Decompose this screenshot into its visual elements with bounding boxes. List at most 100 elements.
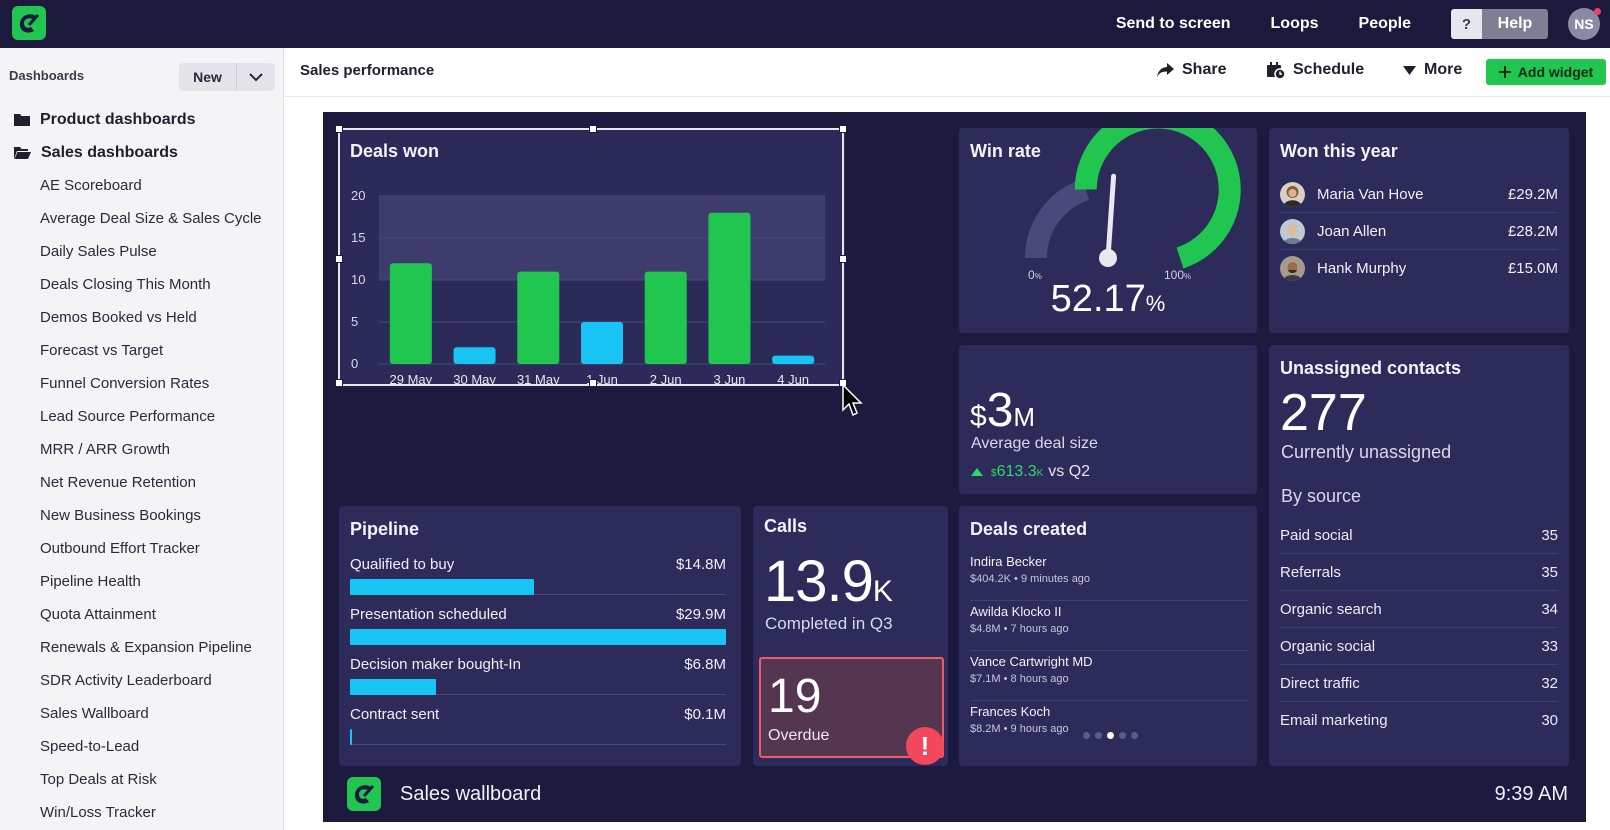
sidebar-item[interactable]: Net Revenue Retention (40, 474, 196, 491)
sidebar-item[interactable]: New Business Bookings (40, 507, 201, 524)
unassigned-contacts-widget[interactable]: Unassigned contacts 277 Currently unassi… (1269, 345, 1569, 766)
share-button[interactable]: Share (1157, 61, 1226, 79)
loops-link[interactable]: Loops (1270, 15, 1319, 32)
deal-item[interactable]: Vance Cartwright MD $7.1M • 8 hours ago (970, 651, 1248, 701)
win-rate-value: 52.17% (959, 278, 1257, 321)
sidebar-item[interactable]: Sales Wallboard (40, 705, 149, 722)
deals-won-widget[interactable]: Deals won 0 5 10 15 20 29 May 30 May 31 May 1 Ju… (339, 128, 845, 386)
sidebar-item[interactable]: Pipeline Health (40, 573, 141, 590)
stage-header: Contract sent $0.1M (350, 706, 726, 723)
schedule-button[interactable]: Schedule (1267, 61, 1364, 79)
sidebar-item[interactable]: Top Deals at Risk (40, 771, 157, 788)
people-link[interactable]: People (1358, 15, 1411, 32)
pager-dot[interactable] (1095, 732, 1102, 739)
calls-widget[interactable]: Calls 13.9K Completed in Q3 19 Overdue (753, 506, 948, 766)
stage-header: Presentation scheduled $29.9M (350, 606, 726, 623)
deal-name: Vance Cartwright MD (970, 654, 1093, 669)
pager-dot[interactable] (1131, 732, 1138, 739)
deal-item[interactable]: Frances Koch $8.2M • 9 hours ago (970, 701, 1248, 751)
dashboard-canvas: Deals won 0 5 10 15 20 29 May 30 May 31 May 1 Ju… (323, 112, 1586, 822)
source-count: 30 (1541, 712, 1558, 729)
folder-product-dashboards[interactable]: Product dashboards (0, 103, 283, 136)
deal-item[interactable]: Indira Becker $404.2K • 9 minutes ago (970, 551, 1248, 601)
user-avatar[interactable]: NS (1568, 8, 1601, 40)
pipeline-stage: Contract sent $0.1M (350, 706, 726, 745)
avatar (1280, 218, 1305, 244)
sidebar-item[interactable]: Daily Sales Pulse (40, 243, 157, 260)
top-nav: Send to screen Loops People ? Help NS (1116, 0, 1610, 48)
win-rate-pct: % (1145, 291, 1166, 316)
stage-bar-track (350, 629, 726, 645)
pipeline-widget[interactable]: Pipeline Qualified to buy $14.8M Presenta… (339, 506, 741, 766)
send-to-screen-link[interactable]: Send to screen (1115, 15, 1231, 32)
app-logo-icon (347, 777, 381, 811)
calls-unit: K (872, 575, 893, 608)
chevron-down-icon[interactable] (237, 63, 275, 91)
delta-unit: K (1036, 468, 1044, 479)
add-widget-button[interactable]: Add widget (1486, 59, 1606, 85)
top-bar: Send to screen Loops People ? Help NS (0, 0, 1610, 48)
calls-label: Completed in Q3 (765, 614, 893, 633)
source-count: 32 (1541, 674, 1558, 692)
sidebar-item[interactable]: Renewals & Expansion Pipeline (40, 639, 252, 656)
pipeline-stage: Qualified to buy $14.8M (350, 556, 726, 595)
more-label: More (1424, 61, 1463, 78)
sidebar-item[interactable]: Outbound Effort Tracker (40, 540, 200, 557)
avatar (1280, 256, 1305, 281)
stage-label: Qualified to buy (350, 556, 455, 573)
rep-name: Joan Allen (1317, 222, 1387, 240)
stage-value: $0.1M (684, 706, 726, 723)
sidebar-item[interactable]: Forecast vs Target (40, 342, 164, 359)
folder-label: Product dashboards (40, 110, 196, 128)
unassigned-label: Currently unassigned (1281, 442, 1452, 462)
help-question-button[interactable]: ? (1451, 9, 1482, 39)
deal-item[interactable]: Awilda Klocko II $4.8M • 7 hours ago (970, 601, 1248, 651)
source-row: Organic search 34 (1280, 591, 1558, 628)
sidebar-item[interactable]: Demos Booked vs Held (40, 309, 197, 326)
folder-sales-dashboards[interactable]: Sales dashboards (0, 136, 283, 169)
win-rate-gauge (1025, 128, 1241, 269)
y-tick-label: 5 (351, 314, 358, 329)
folder-icon (14, 114, 30, 126)
sidebar-item[interactable]: Lead Source Performance (40, 408, 216, 425)
gauge-needle (1105, 173, 1117, 261)
deal-name: Frances Koch (970, 704, 1051, 719)
sidebar-item[interactable]: AE Scoreboard (40, 177, 142, 194)
pager-dot[interactable] (1119, 732, 1126, 739)
avg-deal-number: 3 (986, 384, 1014, 437)
pager-dot[interactable] (1083, 732, 1090, 739)
sidebar-item[interactable]: Funnel Conversion Rates (40, 375, 210, 392)
source-name: Organic search (1280, 600, 1382, 618)
stage-bar-track (350, 679, 726, 695)
app-logo-icon[interactable] (12, 6, 46, 40)
more-button[interactable]: More (1403, 61, 1462, 79)
sidebar-item[interactable]: Deals Closing This Month (40, 276, 211, 293)
average-deal-size-widget[interactable]: $3M Average deal size $613.3K vs Q2 (959, 345, 1257, 494)
won-this-year-widget[interactable]: Won this year Maria Van Hove £29.2M Joan… (1269, 128, 1569, 333)
calls-number: 13.9 (764, 549, 874, 614)
schedule-icon (1267, 61, 1285, 79)
schedule-label: Schedule (1293, 61, 1365, 78)
y-tick-label: 0 (351, 356, 358, 371)
delta-number: 613.3 (996, 463, 1037, 480)
bar (453, 347, 496, 364)
sidebar-item[interactable]: Win/Loss Tracker (40, 804, 156, 821)
source-row: Organic social 33 (1280, 628, 1558, 665)
deal-name: Indira Becker (970, 554, 1047, 569)
bar (644, 271, 687, 364)
caret-down-icon (1403, 65, 1416, 75)
avatar (1280, 181, 1305, 207)
win-rate-widget[interactable]: Win rate 0% 100% 52.17% (959, 128, 1257, 333)
deals-created-widget[interactable]: Deals created Indira Becker $404.2K • 9 m… (959, 506, 1257, 766)
pager-dot[interactable] (1107, 732, 1114, 739)
new-dashboard-button[interactable]: New (179, 63, 237, 91)
stage-header: Decision maker bought-In $6.8M (350, 656, 726, 673)
gauge-min-label: 0% (1028, 268, 1042, 282)
sidebar-item[interactable]: MRR / ARR Growth (40, 441, 171, 458)
sidebar-item[interactable]: Speed-to-Lead (40, 738, 140, 755)
help-button[interactable]: Help (1482, 9, 1548, 39)
stage-bar (350, 579, 535, 595)
sidebar-item[interactable]: Average Deal Size & Sales Cycle (40, 210, 262, 227)
sidebar-item[interactable]: SDR Activity Leaderboard (40, 672, 212, 689)
sidebar-item[interactable]: Quota Attainment (40, 606, 156, 623)
